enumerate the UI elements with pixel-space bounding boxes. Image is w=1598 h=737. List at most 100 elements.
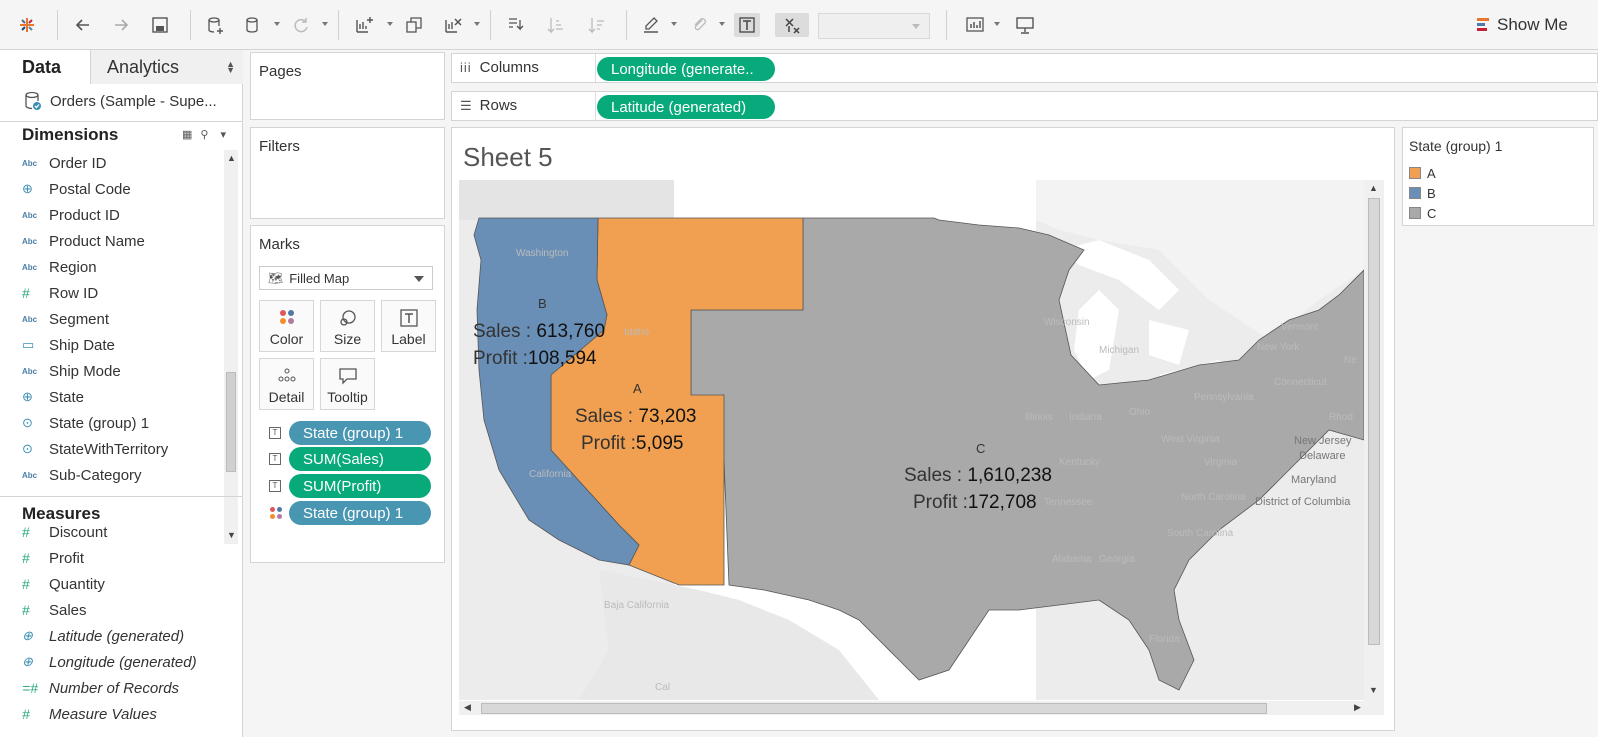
fit-dropdown[interactable] <box>818 13 930 39</box>
rows-shelf[interactable]: ☰ Rows Latitude (generated) <box>451 91 1598 121</box>
swap-rows-columns-icon[interactable] <box>503 13 529 37</box>
columns-shelf[interactable]: iii Columns Longitude (generate.. <box>451 53 1598 83</box>
region-c[interactable] <box>690 217 1364 691</box>
map-label-idaho: Idaho <box>624 327 649 338</box>
new-worksheet-dropdown-icon[interactable] <box>387 22 393 26</box>
field-item[interactable]: # Sales <box>22 599 87 621</box>
legend-item-c[interactable]: C <box>1409 204 1436 222</box>
scroll-right-icon[interactable]: ▶ <box>1354 702 1361 712</box>
label-button[interactable]: Label <box>381 300 436 352</box>
longitude-pill[interactable]: Longitude (generate.. <box>597 57 775 81</box>
detail-button[interactable]: Detail <box>259 358 314 410</box>
redo-icon[interactable] <box>108 13 134 37</box>
tab-data[interactable]: Data <box>0 50 90 84</box>
clear-sheet-dropdown-icon[interactable] <box>474 22 480 26</box>
marks-pill-row[interactable]: T SUM(Sales) <box>269 447 431 471</box>
field-item[interactable]: # Measure Values <box>22 703 157 725</box>
field-item[interactable]: ⊕ State <box>22 386 84 408</box>
tab-scroll-icon[interactable]: ▲ ▼ <box>226 59 235 75</box>
scroll-down-icon[interactable]: ▼ <box>1369 685 1378 695</box>
field-item[interactable]: ⊕ Longitude (generated) <box>22 651 197 673</box>
show-mark-labels-icon[interactable] <box>734 13 760 37</box>
scroll-up-icon[interactable]: ▲ <box>1369 183 1378 193</box>
filters-shelf[interactable]: Filters <box>250 127 445 219</box>
tooltip-button[interactable]: Tooltip <box>320 358 375 410</box>
sort-ascending-icon[interactable] <box>543 13 569 37</box>
field-item[interactable]: ⊙ State (group) 1 <box>22 412 149 434</box>
field-item[interactable]: =# Number of Records <box>22 677 179 699</box>
sheet-title[interactable]: Sheet 5 <box>463 142 553 172</box>
field-item[interactable]: Abc Region <box>22 256 97 278</box>
data-pane-tabs: Data Analytics ▲ ▼ <box>0 50 243 84</box>
field-item[interactable]: ⊕ Postal Code <box>22 178 131 200</box>
scrollbar-thumb[interactable] <box>481 703 1267 714</box>
pause-updates-icon[interactable] <box>240 13 266 37</box>
state-group-label-pill[interactable]: State (group) 1 <box>289 421 431 445</box>
color-button[interactable]: Color <box>259 300 314 352</box>
region-b[interactable] <box>473 217 640 566</box>
show-me-dropdown-icon[interactable] <box>994 22 1000 26</box>
legend-item-b[interactable]: B <box>1409 184 1436 202</box>
new-datasource-icon[interactable] <box>202 13 228 37</box>
mark-type-dropdown[interactable]: 🗺 Filled Map <box>259 266 433 290</box>
field-item[interactable]: ▭ Ship Date <box>22 334 115 356</box>
state-group-color-pill[interactable]: State (group) 1 <box>289 501 431 525</box>
duplicate-sheet-icon[interactable] <box>401 13 427 37</box>
marks-pill-row[interactable]: T SUM(Profit) <box>269 474 431 498</box>
latitude-pill[interactable]: Latitude (generated) <box>597 95 775 119</box>
refresh-icon[interactable] <box>288 13 314 37</box>
new-worksheet-icon[interactable] <box>351 13 377 37</box>
field-label: Order ID <box>49 154 107 172</box>
marks-pill-row[interactable]: T State (group) 1 <box>269 421 431 445</box>
filled-map[interactable]: Washington Idaho California Baja Califor… <box>459 180 1364 700</box>
highlight-dropdown-icon[interactable] <box>671 22 677 26</box>
field-item[interactable]: # Discount <box>22 521 107 543</box>
save-icon[interactable] <box>147 13 173 37</box>
presentation-mode-icon[interactable] <box>1012 13 1038 37</box>
show-me-icon[interactable] <box>962 13 988 37</box>
map-horizontal-scrollbar[interactable]: ◀ ▶ <box>459 701 1384 715</box>
highlight-icon[interactable] <box>638 13 664 37</box>
menu-dropdown-icon[interactable]: ▾ <box>220 129 226 141</box>
size-button[interactable]: Size <box>320 300 375 352</box>
field-item[interactable]: # Row ID <box>22 282 98 304</box>
sum-sales-pill[interactable]: SUM(Sales) <box>289 447 431 471</box>
field-item[interactable]: ⊙ StateWithTerritory <box>22 438 168 460</box>
scrollbar-thumb[interactable] <box>226 372 236 472</box>
shelf-divider <box>595 92 596 120</box>
scroll-down-icon[interactable]: ▼ <box>227 530 236 540</box>
field-item[interactable]: Abc Order ID <box>22 152 107 174</box>
clear-sheet-icon[interactable] <box>440 13 466 37</box>
sort-descending-icon[interactable] <box>584 13 610 37</box>
undo-icon[interactable] <box>70 13 96 37</box>
map-label-vermont: Vermont <box>1281 322 1318 333</box>
sum-profit-pill[interactable]: SUM(Profit) <box>289 474 431 498</box>
map-vertical-scrollbar[interactable]: ▲ ▼ <box>1364 180 1384 701</box>
field-item[interactable]: Abc Product Name <box>22 230 145 252</box>
fix-axes-icon[interactable] <box>775 13 809 37</box>
refresh-dropdown-icon[interactable] <box>322 22 328 26</box>
view-data-icon[interactable]: ▦ <box>182 129 193 141</box>
datasource-item[interactable]: Orders (Sample - Supe... <box>24 91 217 111</box>
group-members-icon[interactable] <box>686 13 712 37</box>
field-item[interactable]: # Profit <box>22 547 84 569</box>
group-members-dropdown-icon[interactable] <box>719 22 725 26</box>
scroll-up-icon[interactable]: ▲ <box>227 153 236 163</box>
marks-pill-row[interactable]: State (group) 1 <box>269 501 431 525</box>
field-item[interactable]: ⊕ Latitude (generated) <box>22 625 184 647</box>
field-item[interactable]: # Quantity <box>22 573 105 595</box>
pause-updates-dropdown-icon[interactable] <box>274 22 280 26</box>
scroll-left-icon[interactable]: ◀ <box>464 702 471 712</box>
search-icon[interactable]: ⚲ <box>200 129 209 141</box>
legend-item-a[interactable]: A <box>1409 164 1436 182</box>
pages-shelf[interactable]: Pages <box>250 52 445 120</box>
field-item[interactable]: Abc Segment <box>22 308 109 330</box>
dimensions-scrollbar[interactable]: ▲ ▼ <box>224 150 238 544</box>
field-item[interactable]: Abc Ship Mode <box>22 360 121 382</box>
scrollbar-thumb[interactable] <box>1368 198 1380 645</box>
tableau-logo-icon[interactable] <box>14 13 40 37</box>
show-me-button[interactable]: Show Me <box>1477 13 1568 37</box>
field-item[interactable]: Abc Sub-Category <box>22 464 142 486</box>
tab-analytics[interactable]: Analytics ▲ ▼ <box>90 50 243 84</box>
field-item[interactable]: Abc Product ID <box>22 204 120 226</box>
